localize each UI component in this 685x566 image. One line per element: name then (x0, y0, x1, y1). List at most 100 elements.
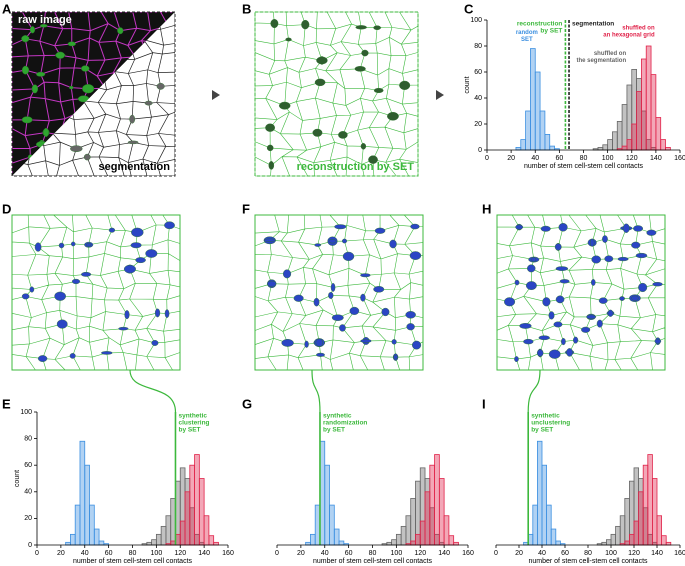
histogram-bar (642, 464, 649, 546)
stem-cell (58, 242, 65, 249)
stem-cell (525, 281, 537, 291)
panel-letter: A (2, 1, 12, 16)
y-axis-label: count (14, 470, 21, 487)
x-tick-label: 120 (626, 155, 638, 162)
x-tick-label: 100 (151, 550, 163, 557)
panel-letter: C (464, 1, 474, 16)
stem-cell (652, 282, 663, 287)
stem-cell (267, 280, 277, 287)
histogram-bar (405, 515, 412, 546)
stem-cell (391, 339, 397, 345)
x-tick-label: 100 (605, 550, 617, 557)
stem-cell (135, 257, 146, 264)
stem-cell (405, 311, 416, 319)
stem-cell (633, 225, 644, 232)
x-tick-label: 0 (35, 550, 39, 557)
stem-cell (281, 339, 294, 347)
y-tick-label: 60 (24, 462, 32, 469)
stem-cell (118, 326, 129, 331)
stem-cell (56, 319, 68, 329)
stem-cell (86, 243, 92, 247)
stem-cell (604, 255, 614, 263)
histogram-bar (93, 528, 100, 546)
series-label: an hexagonal grid (603, 33, 655, 39)
stem-cell (314, 78, 326, 87)
stem-cell (21, 293, 30, 300)
stem-cell (586, 314, 597, 320)
y-tick-label: 60 (474, 69, 482, 76)
histogram-bar (395, 533, 402, 546)
stem-cell (341, 238, 348, 244)
stem-cell (145, 249, 158, 258)
panel-letter: D (2, 201, 11, 216)
histogram-bar (539, 110, 546, 151)
stem-cell (559, 279, 570, 284)
stem-cell (293, 294, 304, 302)
x-axis-label: number of stem cell-stem cell contacts (528, 558, 648, 565)
stem-cell (313, 297, 320, 307)
reference-label: by SET (540, 28, 562, 35)
stem-cell (21, 65, 30, 75)
histogram-bar (179, 520, 186, 546)
histogram-bar (189, 464, 195, 546)
histogram-bar (621, 145, 628, 151)
stem-cell (519, 323, 532, 329)
x-tick-label: 20 (297, 550, 305, 557)
histogram-bar (636, 91, 642, 151)
stem-cell (43, 127, 49, 138)
stem-cell (504, 297, 516, 307)
stem-cell (29, 26, 36, 34)
histogram-bar (549, 145, 555, 151)
histogram-bar (638, 491, 644, 546)
histogram-bar (525, 110, 531, 151)
arrow (436, 90, 444, 100)
x-tick-label: 40 (81, 550, 89, 557)
histogram-bar (641, 58, 647, 151)
histogram-bar (155, 533, 162, 546)
stem-cell (312, 128, 323, 137)
stem-cell (285, 37, 292, 42)
histogram-bar (203, 515, 210, 546)
stem-cell (129, 114, 136, 124)
histogram-bar (656, 515, 662, 546)
histogram-bar (606, 539, 612, 546)
histogram-bar (607, 139, 613, 151)
histogram-bar (160, 525, 167, 546)
stem-cell (328, 239, 337, 244)
histogram-bar (400, 525, 407, 546)
stem-cell (70, 241, 76, 247)
histogram-bar (415, 533, 421, 546)
stem-cell (101, 351, 113, 355)
image-frame (11, 214, 181, 371)
histogram-bar (624, 498, 630, 546)
cell-mesh (254, 214, 424, 371)
x-tick-label: 140 (438, 550, 450, 557)
stem-cell (411, 340, 422, 350)
histogram-bar (79, 440, 86, 546)
stem-cell (538, 335, 550, 341)
stem-cell (361, 49, 369, 57)
stem-cell (54, 291, 66, 301)
connector (311, 369, 321, 413)
histogram-bar (70, 533, 76, 546)
stem-cell (334, 224, 347, 230)
y-tick-label: 0 (478, 147, 482, 154)
stem-cell (573, 336, 579, 344)
stem-cell (355, 25, 367, 30)
x-tick-label: 40 (531, 155, 539, 162)
x-tick-label: 20 (515, 550, 523, 557)
x-tick-label: 80 (584, 550, 592, 557)
stem-cell (591, 279, 596, 286)
x-axis-label: number of stem cell-stem cell contacts (73, 558, 193, 565)
y-tick-label: 80 (24, 435, 32, 442)
y-tick-label: 0 (28, 542, 32, 549)
histogram-bar (429, 464, 435, 546)
stem-cell (617, 256, 629, 262)
histogram-bar (660, 139, 666, 151)
histogram-bar (534, 71, 541, 151)
stem-cell (316, 352, 325, 357)
series-label: shuffled on (622, 26, 655, 32)
stem-cell (548, 311, 555, 320)
stem-cell (268, 161, 275, 170)
x-tick-label: 120 (414, 550, 426, 557)
